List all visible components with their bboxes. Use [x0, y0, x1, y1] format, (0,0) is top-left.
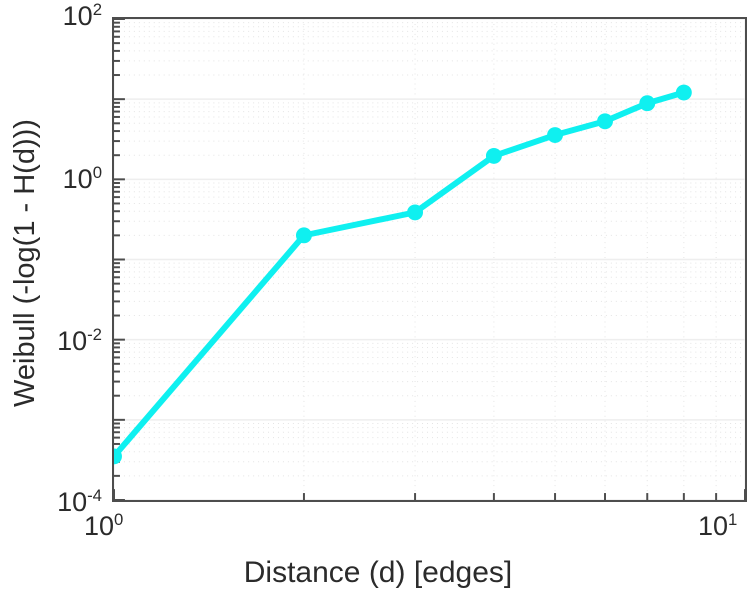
- y-tick-label-1e-4: 10-4: [57, 486, 102, 517]
- y-tick-label-1e-2: 10-2: [57, 325, 102, 356]
- gridlines: [114, 19, 745, 500]
- data-point: [597, 113, 613, 130]
- y-axis-label: Weibull (-log(1 - H(d))): [9, 119, 41, 407]
- series-line-0: [114, 89, 687, 460]
- data-point: [295, 227, 312, 244]
- plot-area: [112, 17, 747, 502]
- data-point: [639, 95, 656, 112]
- y-axis-label-wrapper: Weibull (-log(1 - H(d))): [5, 3, 45, 523]
- data-point: [675, 84, 692, 101]
- x-tick-label-1e1: 101: [698, 510, 738, 541]
- y-tick-label-1e2: 102: [62, 0, 102, 31]
- data-point: [114, 448, 122, 465]
- data-point: [407, 204, 424, 221]
- x-tick-label-1e0: 100: [84, 510, 124, 541]
- x-axis-label: Distance (d) [edges]: [243, 556, 513, 589]
- data-point: [547, 127, 564, 143]
- data-series-layer: [114, 84, 692, 465]
- data-point: [485, 147, 502, 164]
- y-tick-label-1e0: 100: [62, 163, 102, 194]
